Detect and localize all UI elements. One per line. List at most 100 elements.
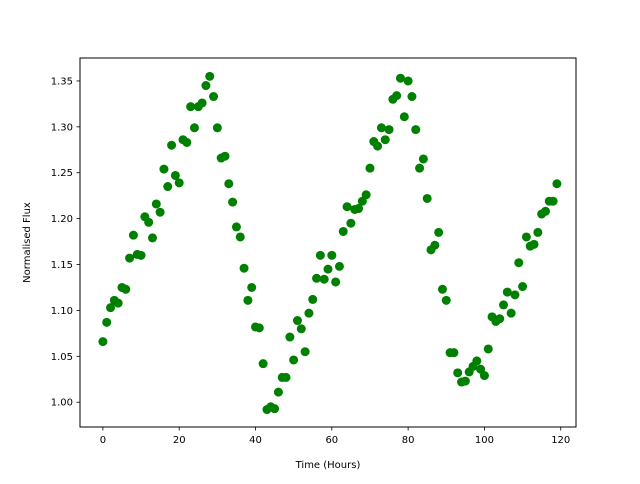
data-points <box>98 71 562 415</box>
data-point <box>189 123 199 133</box>
data-point <box>518 282 528 292</box>
data-point <box>247 282 257 292</box>
data-point <box>418 154 428 164</box>
y-tick-label: 1.00 <box>51 398 73 409</box>
data-point <box>460 376 470 386</box>
data-point <box>243 295 253 305</box>
x-axis-label: Time (Hours) <box>295 460 361 471</box>
data-point <box>270 404 280 414</box>
data-point <box>304 308 314 318</box>
data-point <box>499 300 509 310</box>
data-point <box>323 264 333 274</box>
x-tick-label: 80 <box>402 435 415 446</box>
data-point <box>479 371 489 381</box>
data-point <box>254 323 264 333</box>
data-point <box>548 196 558 206</box>
data-point <box>167 140 177 150</box>
data-point <box>434 227 444 237</box>
y-tick-label: 1.25 <box>51 168 73 179</box>
data-point <box>147 233 157 243</box>
x-axis-ticks: 0 20 40 60 80 100 120 <box>100 427 570 446</box>
data-point <box>170 170 180 180</box>
x-tick-label: 0 <box>100 435 106 446</box>
data-point <box>411 125 421 135</box>
data-point <box>399 112 409 122</box>
data-point <box>331 277 341 287</box>
data-point <box>182 137 192 147</box>
data-point <box>380 135 390 145</box>
plot-frame <box>79 57 577 428</box>
data-point <box>235 232 245 242</box>
data-point <box>319 274 329 284</box>
data-point <box>312 273 322 283</box>
data-point <box>136 250 146 260</box>
data-point <box>346 218 356 228</box>
data-point <box>403 76 413 86</box>
data-point <box>529 239 539 249</box>
y-axis-ticks: 1.00 1.05 1.10 1.15 1.20 1.25 1.30 1.35 <box>51 76 80 409</box>
data-point <box>483 344 493 354</box>
data-point <box>506 308 516 318</box>
y-tick-label: 1.30 <box>51 122 73 133</box>
data-point <box>106 303 116 313</box>
data-point <box>334 261 344 271</box>
data-point <box>292 316 302 326</box>
data-point <box>121 284 131 294</box>
data-point <box>422 193 432 203</box>
data-point <box>231 222 241 232</box>
data-point <box>521 232 531 242</box>
data-point <box>373 141 383 151</box>
data-point <box>228 197 238 207</box>
data-point <box>205 71 215 81</box>
data-point <box>376 123 386 133</box>
data-point <box>186 102 196 112</box>
x-tick-label: 100 <box>475 435 494 446</box>
data-point <box>365 163 375 173</box>
x-tick-label: 20 <box>173 435 186 446</box>
data-point <box>415 163 425 173</box>
data-point <box>384 125 394 135</box>
data-point <box>552 179 562 189</box>
data-point <box>407 92 417 102</box>
data-point <box>472 356 482 366</box>
data-point <box>224 179 234 189</box>
data-point <box>155 207 165 217</box>
data-point <box>281 372 291 382</box>
data-point <box>144 217 154 227</box>
data-point <box>151 199 161 209</box>
data-point <box>392 91 402 101</box>
data-point <box>430 240 440 250</box>
data-point <box>296 324 306 334</box>
data-point <box>502 287 512 297</box>
data-point <box>338 226 348 236</box>
data-point <box>437 284 447 294</box>
data-point <box>174 178 184 188</box>
data-point <box>327 250 337 260</box>
data-point <box>289 355 299 365</box>
data-point <box>273 387 283 397</box>
data-point <box>361 190 371 200</box>
data-point <box>209 92 219 102</box>
x-tick-label: 120 <box>551 435 570 446</box>
plot-area <box>80 58 576 427</box>
data-point <box>449 348 459 358</box>
x-tick-label: 60 <box>325 435 338 446</box>
y-tick-label: 1.10 <box>51 306 73 317</box>
data-point <box>453 368 463 378</box>
data-point <box>495 314 505 324</box>
data-point <box>308 294 318 304</box>
data-point <box>159 164 169 174</box>
y-tick-label: 1.20 <box>51 214 73 225</box>
x-tick-label: 40 <box>249 435 262 446</box>
data-point <box>98 337 108 347</box>
data-point <box>128 230 138 240</box>
y-tick-label: 1.15 <box>51 260 73 271</box>
data-point <box>201 81 211 91</box>
data-point <box>342 202 352 212</box>
data-point <box>533 227 543 237</box>
y-tick-label: 1.35 <box>51 76 73 87</box>
data-point <box>540 206 550 216</box>
data-point <box>239 263 249 273</box>
